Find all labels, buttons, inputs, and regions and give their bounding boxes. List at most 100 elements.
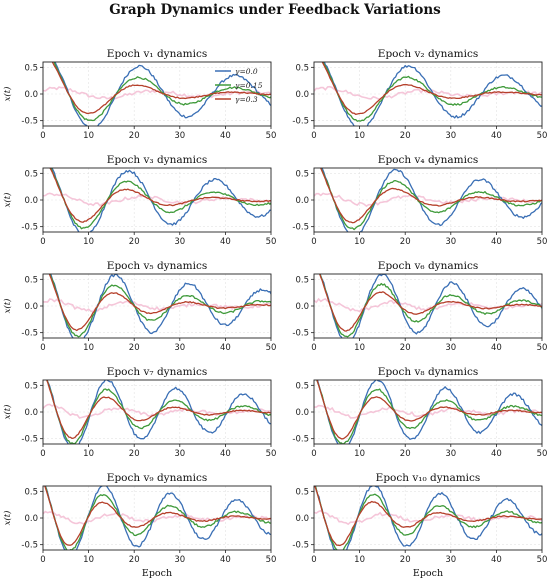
legend-label: γ=0.3 [235, 95, 258, 104]
y-tick-label: 0.5 [24, 63, 38, 73]
x-tick-label: 10 [83, 449, 94, 459]
x-tick-label: 20 [400, 131, 411, 141]
series-group [43, 486, 271, 550]
panel-title: Epoch v₇ dynamics [107, 366, 207, 378]
series-line [316, 380, 542, 444]
x-tick-label: 0 [311, 237, 316, 247]
x-tick-label: 50 [266, 131, 277, 141]
y-axis-label: x(t) [2, 511, 13, 526]
x-tick-label: 0 [40, 237, 45, 247]
x-tick-label: 50 [537, 555, 548, 565]
x-tick-label: 30 [445, 131, 456, 141]
y-tick-label: -0.5 [21, 329, 38, 339]
noise-band [314, 404, 542, 419]
panel-1: Epoch v₁ dynamics 0 10 20 30 40 50 0.5 0.0 -0.5 x(… [2, 48, 276, 141]
x-tick-label: 40 [220, 449, 231, 459]
series-line [44, 486, 271, 546]
y-tick-label: 0.5 [295, 381, 309, 391]
y-tick-label: 0.5 [295, 275, 309, 285]
x-tick-label: 20 [129, 555, 140, 565]
x-tick-label: 30 [174, 131, 185, 141]
x-tick-label: 10 [354, 449, 365, 459]
series-line [48, 274, 271, 332]
panel-7: Epoch v₇ dynamics 0 10 20 30 40 50 0.5 0.0 -0.5 x(… [2, 366, 276, 459]
y-tick-label: 0.5 [24, 487, 38, 497]
series-line [314, 486, 542, 550]
x-tick-label: 40 [491, 555, 502, 565]
y-tick-label: 0.0 [295, 302, 309, 312]
series-group [314, 62, 542, 126]
series-line [46, 380, 271, 444]
x-tick-label: 30 [445, 237, 456, 247]
y-tick-label: 0.5 [24, 381, 38, 391]
x-tick-label: 30 [445, 555, 456, 565]
x-tick-label: 20 [129, 449, 140, 459]
x-tick-label: 40 [491, 449, 502, 459]
series-line [319, 274, 542, 338]
y-tick-label: 0.0 [24, 196, 38, 206]
x-tick-label: 40 [491, 343, 502, 353]
panel-title: Epoch v₉ dynamics [107, 472, 207, 484]
panel-title: Epoch v₁ dynamics [107, 48, 207, 60]
x-tick-label: 10 [83, 555, 94, 565]
x-tick-label: 20 [129, 131, 140, 141]
x-tick-label: 30 [445, 449, 456, 459]
x-tick-label: 10 [354, 131, 365, 141]
x-tick-label: 50 [266, 449, 277, 459]
x-tick-label: 30 [174, 237, 185, 247]
series-group [314, 486, 542, 550]
noise-band [314, 192, 542, 208]
series-group [43, 62, 271, 126]
series-line [49, 274, 271, 338]
y-tick-label: 0.5 [24, 275, 38, 285]
y-tick-label: 0.0 [24, 90, 38, 100]
series-line [46, 380, 271, 444]
series-line [321, 168, 542, 232]
y-tick-label: 0.5 [295, 487, 309, 497]
x-tick-label: 10 [354, 343, 365, 353]
panels-grid: Epoch v₁ dynamics 0 10 20 30 40 50 0.5 0.0 -0.5 x(… [2, 48, 547, 579]
panel-3: Epoch v₃ dynamics 0 10 20 30 40 50 0.5 0.0 -0.5 x(… [2, 154, 276, 247]
panel-title: Epoch v₂ dynamics [378, 48, 478, 60]
x-tick-label: 40 [220, 343, 231, 353]
figure-title: Graph Dynamics under Feedback Variations [109, 2, 441, 18]
x-tick-label: 50 [537, 449, 548, 459]
series-line [316, 380, 542, 444]
x-tick-label: 40 [491, 237, 502, 247]
y-axis-label: x(t) [2, 299, 13, 314]
series-line [319, 274, 542, 338]
series-group [314, 380, 542, 444]
y-tick-label: -0.5 [21, 541, 38, 551]
panel-4: Epoch v₄ dynamics 0 10 20 30 40 50 0.5 0.0 -0.5 [292, 154, 547, 247]
series-line [323, 62, 542, 126]
x-tick-label: 50 [537, 131, 548, 141]
series-line [51, 62, 271, 115]
panel-title: Epoch v₆ dynamics [378, 260, 478, 272]
panel-8: Epoch v₈ dynamics 0 10 20 30 40 50 0.5 0.0 -0.5 [292, 366, 547, 459]
y-tick-label: -0.5 [292, 223, 309, 233]
y-tick-label: 0.0 [24, 514, 38, 524]
series-line [320, 168, 542, 231]
x-tick-label: 30 [174, 449, 185, 459]
series-line [44, 486, 271, 550]
noise-band [314, 509, 542, 526]
y-tick-label: 0.0 [24, 408, 38, 418]
series-line [321, 62, 542, 115]
x-tick-label: 20 [400, 343, 411, 353]
x-tick-label: 10 [83, 131, 94, 141]
series-line [50, 168, 271, 230]
x-tick-label: 10 [354, 555, 365, 565]
x-tick-label: 40 [220, 131, 231, 141]
x-tick-label: 10 [83, 237, 94, 247]
x-tick-label: 30 [174, 555, 185, 565]
series-group [43, 274, 271, 338]
panel-10: Epoch v₁₀ dynamics 0 10 20 30 40 50 0.5 0.0 -0.5 E… [292, 472, 547, 579]
y-tick-label: 0.5 [24, 169, 38, 179]
x-tick-label: 20 [400, 237, 411, 247]
legend-label: γ=0.15 [235, 81, 263, 90]
x-tick-label: 0 [311, 131, 316, 141]
y-tick-label: -0.5 [292, 117, 309, 127]
y-tick-label: 0.5 [295, 169, 309, 179]
series-line [322, 62, 542, 122]
